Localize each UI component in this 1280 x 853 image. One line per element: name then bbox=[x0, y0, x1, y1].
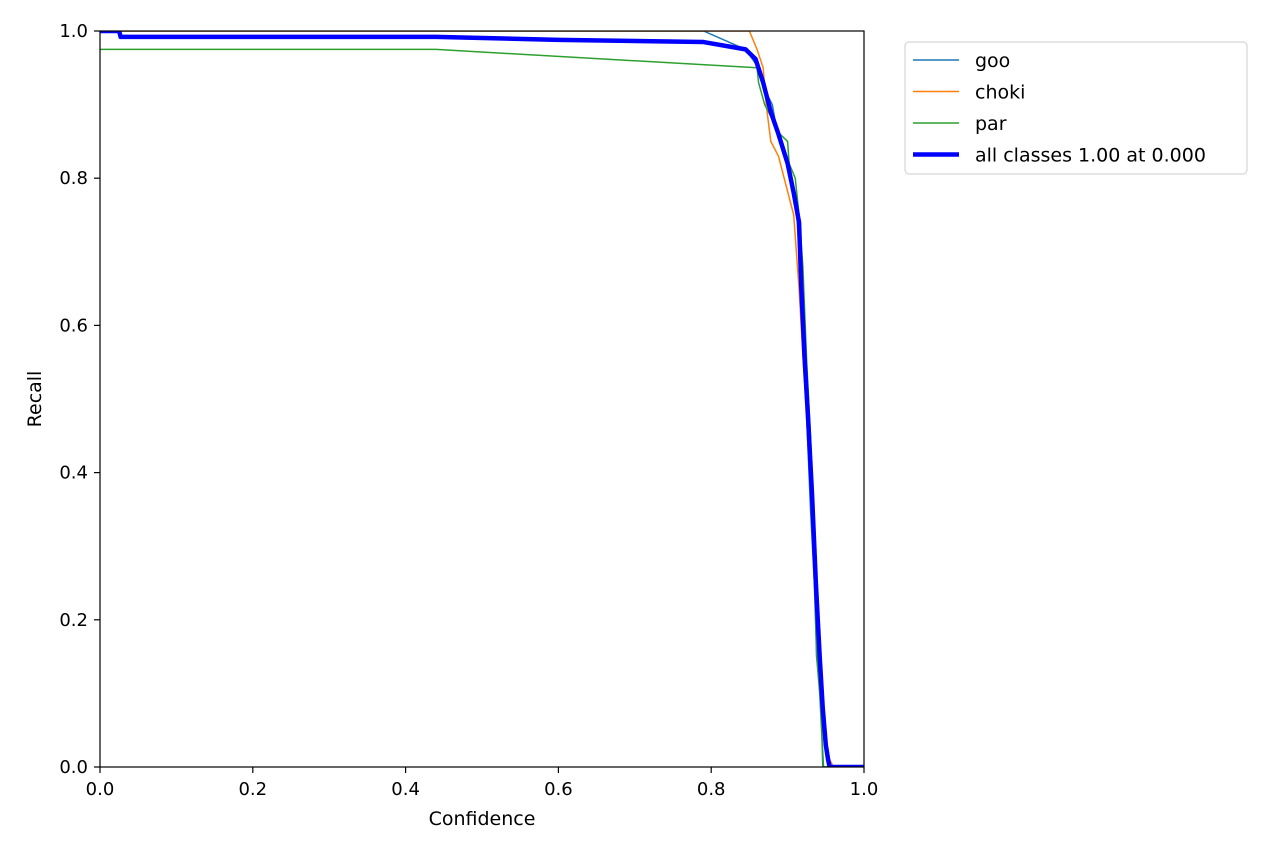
x-tick-label-4: 0.8 bbox=[697, 779, 726, 800]
series-layer bbox=[100, 31, 864, 767]
x-axis-title: Confidence bbox=[429, 808, 536, 830]
legend-label-3: all classes 1.00 at 0.000 bbox=[975, 145, 1206, 167]
legend-label-1: choki bbox=[975, 82, 1025, 104]
y-axis-title: Recall bbox=[24, 371, 46, 428]
legend-label-2: par bbox=[975, 113, 1007, 135]
x-tick-label-1: 0.2 bbox=[238, 779, 267, 800]
series-line-3 bbox=[100, 31, 864, 767]
legend: goo choki par all classes 1.00 at 0.000 bbox=[904, 41, 1248, 175]
y-tick-label-2: 0.4 bbox=[59, 463, 88, 484]
series-line-0 bbox=[100, 31, 864, 767]
legend-box bbox=[904, 41, 1248, 175]
x-axis: 0.0 0.2 0.4 0.6 0.8 1.0 bbox=[86, 767, 879, 800]
y-tick-label-3: 0.6 bbox=[59, 315, 88, 336]
y-tick-label-4: 0.8 bbox=[59, 168, 88, 189]
x-tick-label-0: 0.0 bbox=[86, 779, 115, 800]
x-tick-label-5: 1.0 bbox=[850, 779, 879, 800]
x-tick-label-2: 0.4 bbox=[391, 779, 420, 800]
series-line-1 bbox=[100, 31, 864, 767]
y-tick-label-5: 1.0 bbox=[59, 21, 88, 42]
legend-label-0: goo bbox=[975, 50, 1010, 72]
y-tick-label-1: 0.2 bbox=[59, 610, 88, 631]
series-line-2 bbox=[100, 48, 864, 767]
y-axis: 0.0 0.2 0.4 0.6 0.8 1.0 bbox=[59, 21, 100, 778]
x-tick-label-3: 0.6 bbox=[544, 779, 573, 800]
y-tick-label-0: 0.0 bbox=[59, 757, 88, 778]
plot-frame bbox=[99, 30, 865, 768]
